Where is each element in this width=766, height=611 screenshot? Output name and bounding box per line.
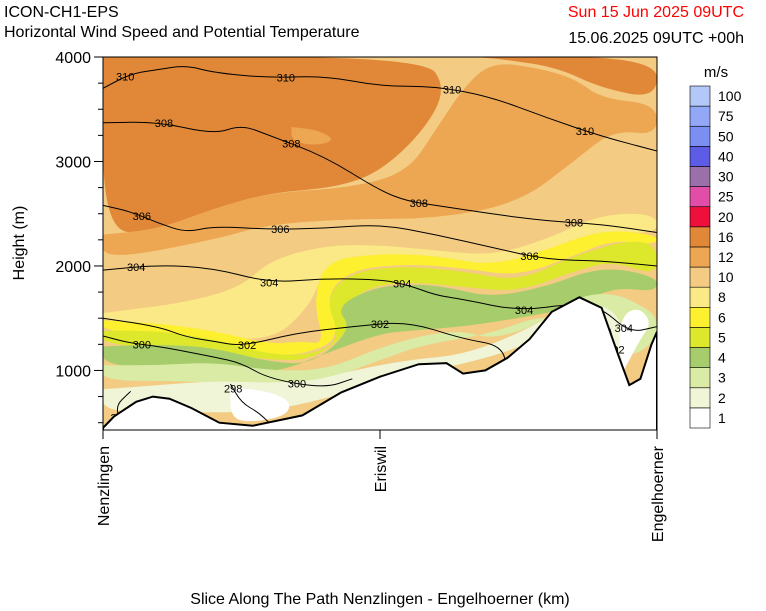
legend-swatch (689, 327, 711, 348)
wind-band-5 (103, 241, 657, 360)
wind-band-8 (103, 213, 657, 339)
wind-band-1 (619, 309, 649, 371)
isotherm-label: 298 (224, 384, 242, 396)
isotherm-lines: 310 310 310 310 308 308 308 308 306 306 306 304 304 3… (103, 66, 657, 429)
chart-title: Horizontal Wind Speed and Potential Temp… (4, 24, 360, 41)
wind-band-12 (103, 64, 657, 255)
y-tick-label: 3000 (55, 154, 91, 171)
legend-label: 100 (718, 88, 742, 104)
isotherm-306 (103, 204, 657, 267)
isotherm-label: 300 (133, 340, 151, 352)
legend-label: 1 (718, 410, 726, 426)
legend-swatch (689, 286, 711, 308)
y-tick-label: 4000 (55, 50, 91, 67)
legend-swatch (689, 186, 711, 208)
isotherm-label: 310 (443, 84, 461, 96)
isotherm-300 (103, 335, 353, 387)
legend-label: 8 (718, 289, 726, 305)
isotherm-label: 308 (155, 118, 173, 130)
isotherm-label: 306 (520, 251, 538, 263)
legend-label: 3 (718, 370, 726, 386)
legend-swatch (689, 387, 711, 409)
isotherm-label: 306 (133, 211, 151, 223)
isotherm-label: 308 (410, 198, 428, 210)
y-axis: 1000 2000 3000 4000 (55, 50, 103, 424)
valid-time: Sun 15 Jun 2025 09UTC (567, 4, 744, 21)
legend-swatch (689, 246, 711, 268)
x-tick-label: Engelhoerner (650, 445, 667, 542)
legend-swatch (689, 105, 711, 127)
wind-band-3 (103, 294, 657, 385)
isotherm-label: 304 (515, 305, 533, 317)
legend-swatch (689, 166, 711, 187)
legend-swatch (689, 206, 711, 228)
run-info: 15.06.2025 09UTC +00h (568, 30, 744, 47)
x-axis: Nenzlingen Eriswil Engelhoerner (96, 430, 667, 542)
legend-swatch (689, 407, 711, 429)
wind-band-2 (103, 304, 626, 413)
legend-label: 6 (718, 309, 726, 325)
x-axis-label: Slice Along The Path Nenzlingen - Engelh… (190, 591, 569, 608)
legend-swatch (689, 347, 711, 368)
isotherm-label: 302 (238, 340, 256, 352)
legend-label: 75 (718, 108, 734, 124)
wind-band-16 (103, 57, 441, 233)
isotherm-308 (103, 121, 657, 233)
legend-swatch (689, 367, 711, 389)
legend-label: 40 (718, 148, 734, 164)
wind-band-10 (103, 132, 657, 309)
legend-label: 5 (718, 329, 726, 345)
legend-label: 20 (718, 209, 734, 225)
legend-swatch (689, 306, 711, 328)
isotherm-label: 306 (271, 224, 289, 236)
legend-swatch (689, 125, 711, 147)
isotherm-310 (103, 66, 657, 152)
legend-swatch (689, 266, 711, 288)
isotherm-label: 310 (576, 126, 594, 138)
wind-band-16 (474, 57, 657, 95)
model-name: ICON-CH1-EPS (4, 4, 119, 21)
legend-swatch (689, 226, 711, 248)
plot-area: 310 310 310 310 308 308 308 308 306 306 306 304 304 3… (103, 57, 657, 430)
wind-band-6 (103, 231, 657, 355)
isotherm-label: 304 (393, 279, 411, 291)
y-tick-label: 1000 (55, 363, 91, 380)
legend-label: 4 (718, 350, 726, 366)
legend-swatch (689, 146, 711, 167)
wind-band-12 (291, 127, 331, 145)
x-tick-label: Nenzlingen (96, 446, 113, 526)
isotherm-label: 300 (288, 379, 306, 391)
legend-label: 30 (718, 169, 734, 185)
isotherm-label: 304 (127, 262, 145, 274)
isotherm-label: 302 (371, 319, 389, 331)
legend-swatch (689, 85, 711, 107)
y-axis-label: Height (m) (11, 206, 28, 281)
legend-label: 25 (718, 189, 734, 205)
y-tick-label: 2000 (55, 259, 91, 276)
wind-speed-bands (103, 57, 657, 422)
isotherm-302 (103, 317, 508, 371)
isotherm-label: 308 (282, 139, 300, 151)
isotherm-label: 308 (565, 218, 583, 230)
legend-label: 50 (718, 128, 734, 144)
isotherm-label: 304 (615, 323, 633, 335)
legend-unit: m/s (704, 64, 728, 81)
isotherm-label: 310 (116, 72, 134, 84)
wind-band-1 (230, 387, 290, 422)
x-tick-label: Eriswil (373, 446, 390, 492)
isotherm-298 (229, 383, 270, 424)
isotherm-label: 310 (277, 72, 295, 84)
isotherm-label: 304 (260, 278, 278, 290)
legend-label: 2 (718, 390, 726, 406)
terrain-fill (103, 296, 657, 430)
legend-label: 10 (718, 269, 734, 285)
wind-band-4 (103, 269, 657, 374)
legend-label: 12 (718, 249, 734, 265)
legend-label: 16 (718, 229, 734, 245)
